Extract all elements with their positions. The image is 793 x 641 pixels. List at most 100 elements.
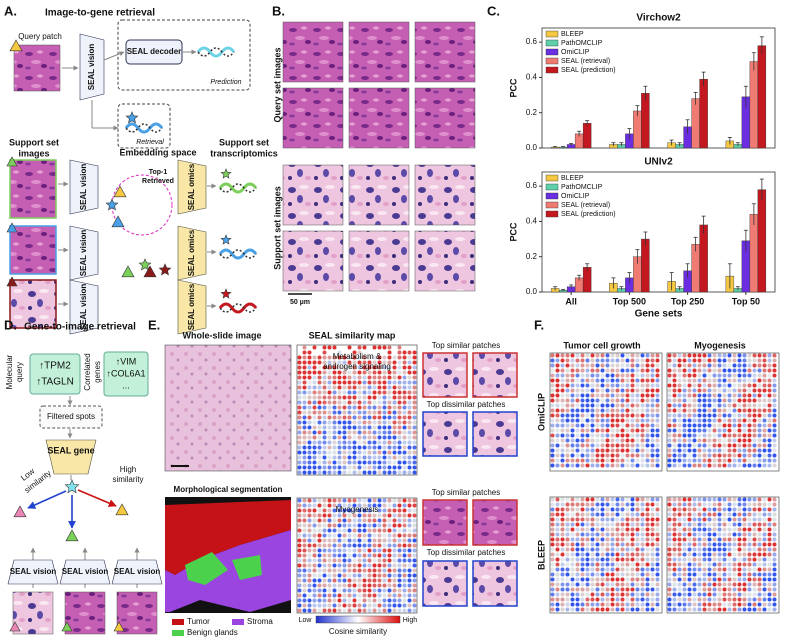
map-spot	[767, 423, 772, 428]
map-spot	[655, 547, 660, 552]
map-spot	[372, 465, 377, 470]
label: images	[18, 148, 49, 158]
map-spot	[772, 443, 777, 448]
map-spot	[347, 425, 352, 430]
map-spot	[752, 403, 757, 408]
map-spot	[650, 433, 655, 438]
map-spot	[550, 403, 555, 408]
map-spot	[407, 435, 412, 440]
map-spot	[357, 430, 362, 435]
map-spot	[620, 582, 625, 587]
map-spot	[757, 373, 762, 378]
map-spot	[362, 508, 367, 513]
map-spot	[682, 448, 687, 453]
map-spot	[732, 378, 737, 383]
image-patch	[472, 352, 518, 398]
map-spot	[702, 567, 707, 572]
map-spot	[590, 393, 595, 398]
map-spot	[635, 582, 640, 587]
bar	[749, 214, 759, 293]
map-spot	[707, 453, 712, 458]
map-spot	[322, 420, 327, 425]
map-spot	[302, 385, 307, 390]
map-spot	[407, 375, 412, 380]
map-spot	[387, 518, 392, 523]
map-spot	[332, 593, 337, 598]
map-spot	[717, 458, 722, 463]
map-spot	[737, 403, 742, 408]
map-spot	[322, 440, 327, 445]
map-spot	[382, 410, 387, 415]
map-spot	[312, 583, 317, 588]
map-spot	[697, 408, 702, 413]
map-spot	[772, 532, 777, 537]
decoder-block	[125, 39, 183, 65]
map-spot	[322, 425, 327, 430]
map-spot	[605, 567, 610, 572]
map-spot	[342, 563, 347, 568]
map-spot	[667, 383, 672, 388]
map-spot	[655, 353, 660, 358]
map-spot	[620, 537, 625, 542]
map-spot	[762, 448, 767, 453]
map-spot	[687, 448, 692, 453]
map-spot	[372, 608, 377, 613]
map-spot	[672, 403, 677, 408]
map-spot	[640, 597, 645, 602]
map-spot	[327, 573, 332, 578]
map-spot	[595, 602, 600, 607]
map-spot	[650, 597, 655, 602]
map-spot	[402, 538, 407, 543]
map-spot	[630, 557, 635, 562]
map-spot	[397, 355, 402, 360]
map-spot	[317, 583, 322, 588]
map-spot	[322, 583, 327, 588]
map-spot	[397, 465, 402, 470]
map-spot	[600, 602, 605, 607]
map-spot	[412, 395, 417, 400]
map-spot	[575, 388, 580, 393]
map-spot	[650, 607, 655, 612]
map-spot	[645, 572, 650, 577]
map-spot	[600, 443, 605, 448]
map-spot	[650, 512, 655, 517]
map-spot	[575, 597, 580, 602]
map-spot	[332, 563, 337, 568]
map-spot	[732, 373, 737, 378]
map-spot	[722, 363, 727, 368]
map-spot	[757, 408, 762, 413]
map-spot	[580, 368, 585, 373]
map-spot	[412, 538, 417, 543]
map-spot	[752, 458, 757, 463]
legend-label: OmiCLIP	[561, 49, 590, 56]
map-spot	[297, 603, 302, 608]
map-spot	[732, 542, 737, 547]
map-spot	[387, 470, 392, 475]
map-spot	[312, 435, 317, 440]
map-spot	[407, 608, 412, 613]
map-spot	[347, 598, 352, 603]
map-spot	[672, 527, 677, 532]
map-spot	[712, 597, 717, 602]
label: Query set images	[272, 47, 282, 122]
map-spot	[372, 503, 377, 508]
map-spot	[722, 378, 727, 383]
map-spot	[402, 508, 407, 513]
map-spot	[307, 558, 312, 563]
map-spot	[550, 537, 555, 542]
map-spot	[402, 455, 407, 460]
map-spot	[397, 533, 402, 538]
label: Support set images	[272, 186, 282, 270]
map-spot	[625, 368, 630, 373]
map-spot	[317, 568, 322, 573]
map-spot	[682, 363, 687, 368]
map-spot	[692, 517, 697, 522]
map-spot	[692, 512, 697, 517]
map-spot	[677, 537, 682, 542]
map-spot	[707, 388, 712, 393]
map-spot	[307, 508, 312, 513]
map-spot	[580, 532, 585, 537]
map-spot	[357, 593, 362, 598]
map-spot	[672, 577, 677, 582]
map-spot	[722, 423, 727, 428]
